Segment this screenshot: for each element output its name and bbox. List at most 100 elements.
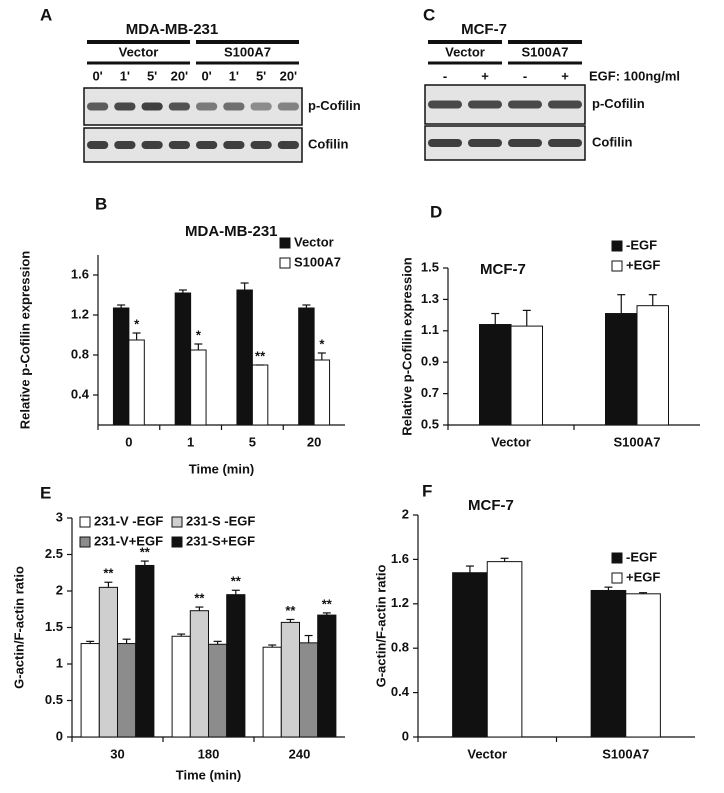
legend-swatch: [611, 552, 623, 564]
row-label: Cofilin: [592, 134, 632, 149]
x-tick-label: 20: [307, 434, 321, 449]
y-tick-label: 1.5: [45, 619, 63, 634]
blot-band: [87, 141, 109, 149]
group-label: Vector: [119, 44, 159, 59]
bar: [625, 593, 661, 738]
blot-title: MDA-MB-231: [126, 21, 219, 38]
y-tick-label: 2.5: [45, 546, 63, 561]
blot-band: [141, 141, 163, 149]
significance-label: *: [134, 316, 140, 331]
blot-band: [168, 102, 190, 111]
bar: [251, 364, 269, 426]
chart-title: MCF-7: [468, 497, 514, 514]
bar: [226, 594, 246, 738]
blot-band: [196, 141, 218, 149]
row-label: p-Cofilin: [592, 96, 645, 111]
legend-swatch: [79, 516, 91, 528]
bar: [298, 307, 315, 426]
y-tick-label: 0.9: [421, 354, 439, 369]
x-tick-label: 5: [249, 434, 256, 449]
bar: [486, 561, 523, 738]
lane-label: 1': [120, 68, 130, 83]
group-label: S100A7: [224, 44, 271, 59]
lane-label: 5': [256, 68, 266, 83]
legend-label: +EGF: [626, 257, 660, 272]
blot-band: [223, 102, 245, 111]
y-tick-label: 1.6: [71, 266, 89, 281]
group-label: S100A7: [522, 44, 569, 59]
y-tick-label: 1: [56, 655, 63, 670]
legend-label: S100A7: [294, 254, 341, 269]
significance-label: **: [322, 596, 333, 611]
bar: [189, 610, 210, 738]
y-axis-label: G-actin/F-actin ratio: [373, 565, 388, 688]
significance-label: **: [285, 603, 296, 618]
lane-label: 5': [147, 68, 157, 83]
y-tick-label: 0.4: [71, 386, 90, 401]
bar: [98, 586, 119, 738]
y-tick-label: 1.1: [421, 322, 439, 337]
bar: [605, 313, 638, 426]
bar: [128, 339, 145, 426]
y-tick-label: 2: [56, 582, 63, 597]
panel-letter: B: [95, 194, 107, 213]
blot-band: [114, 141, 136, 149]
y-tick-label: 0.5: [45, 692, 63, 707]
significance-label: *: [319, 336, 325, 351]
bar: [313, 359, 331, 426]
chart-title: MCF-7: [480, 261, 526, 278]
y-tick-label: 0.8: [71, 346, 89, 361]
legend-label: +EGF: [626, 569, 660, 584]
blot-band: [508, 139, 542, 147]
panel-letter: C: [423, 5, 435, 24]
lane-label: 20': [171, 68, 189, 83]
bar: [117, 643, 137, 738]
bar: [590, 589, 627, 738]
legend-label: -EGF: [626, 549, 657, 564]
bar: [299, 642, 319, 738]
bar: [174, 292, 192, 426]
x-tick-label: S100A7: [614, 434, 661, 449]
legend-label: 231-S+EGF: [186, 533, 255, 548]
y-axis-label: Relative p-Cofilin expression: [17, 251, 32, 429]
legend-swatch: [611, 240, 623, 252]
y-tick-label: 0.5: [421, 416, 439, 431]
y-tick-label: 3: [56, 509, 63, 524]
blot-band: [428, 139, 462, 147]
y-tick-label: 0: [402, 728, 409, 743]
y-axis-label: G-actin/F-actin ratio: [11, 566, 26, 689]
blot-band: [141, 102, 163, 111]
panel-letter: E: [40, 483, 51, 502]
legend-label: 231-S -EGF: [186, 513, 255, 528]
legend-swatch: [279, 237, 291, 249]
legend-label: -EGF: [626, 237, 657, 252]
panel-letter: D: [430, 202, 442, 221]
blot-band: [548, 100, 582, 109]
bar: [112, 307, 130, 426]
blot-band: [196, 102, 218, 111]
x-tick-label: 30: [110, 746, 124, 761]
legend-swatch: [79, 536, 91, 548]
bar: [190, 349, 207, 426]
y-tick-label: 0: [56, 728, 63, 743]
blot-band: [250, 141, 272, 149]
legend-swatch: [611, 260, 623, 272]
x-tick-label: 1: [187, 434, 194, 449]
legend-label: 231-V+EGF: [94, 533, 163, 548]
chart-title: MDA-MB-231: [185, 223, 278, 240]
significance-label: *: [196, 327, 202, 342]
bar: [636, 305, 669, 426]
blot-band: [428, 100, 462, 109]
x-tick-label: 240: [289, 746, 311, 761]
legend-swatch: [171, 516, 183, 528]
blot-band: [87, 102, 109, 111]
treatment-label: EGF: 100ng/ml: [589, 68, 680, 83]
lane-label: 20': [280, 68, 298, 83]
x-axis-label: Time (min): [189, 461, 255, 476]
bar: [479, 324, 512, 426]
lane-label: +: [481, 68, 489, 83]
lane-label: 0': [92, 68, 102, 83]
bar: [452, 572, 488, 738]
legend-label: Vector: [294, 234, 334, 249]
